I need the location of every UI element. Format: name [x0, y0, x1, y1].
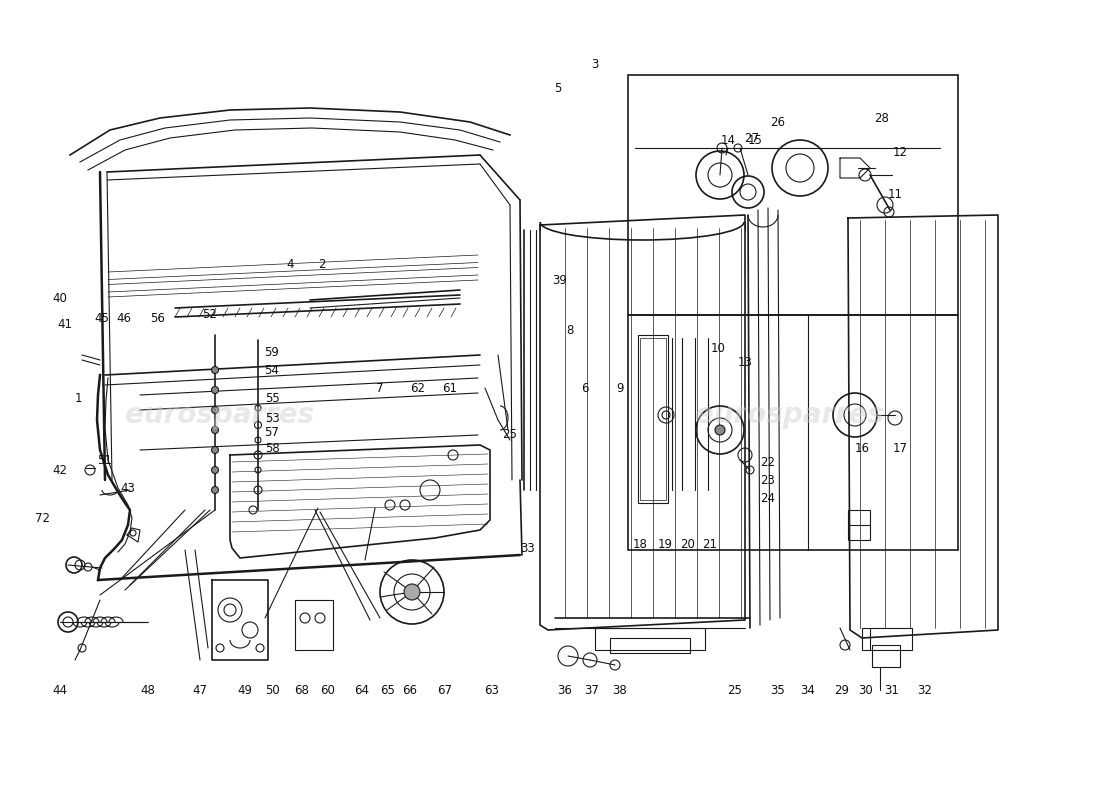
Text: 38: 38	[613, 683, 627, 697]
Text: 34: 34	[801, 683, 815, 697]
Text: 55: 55	[265, 391, 279, 405]
Text: 17: 17	[892, 442, 907, 454]
Text: 28: 28	[874, 111, 890, 125]
Text: 7: 7	[376, 382, 384, 394]
Text: 67: 67	[438, 683, 452, 697]
Text: 41: 41	[57, 318, 73, 331]
Circle shape	[211, 426, 219, 434]
Text: 58: 58	[265, 442, 279, 454]
Text: 27: 27	[745, 131, 759, 145]
Text: 14: 14	[720, 134, 736, 146]
Text: 72: 72	[34, 511, 50, 525]
Bar	[628, 315, 958, 550]
Text: 2: 2	[318, 258, 326, 271]
Text: 25: 25	[503, 429, 517, 442]
Text: 31: 31	[884, 683, 900, 697]
Text: 63: 63	[485, 683, 499, 697]
Text: 11: 11	[888, 189, 902, 202]
Text: 18: 18	[632, 538, 648, 551]
Text: eurosparres: eurosparres	[125, 401, 315, 429]
Text: 57: 57	[265, 426, 279, 438]
Text: 60: 60	[320, 683, 336, 697]
Text: 32: 32	[917, 683, 933, 697]
Text: 68: 68	[295, 683, 309, 697]
Circle shape	[715, 425, 725, 435]
Circle shape	[211, 446, 219, 454]
Text: 42: 42	[53, 463, 67, 477]
Bar	[610, 638, 690, 653]
Text: 52: 52	[202, 309, 218, 322]
Text: 8: 8	[566, 323, 574, 337]
Text: eurosparres: eurosparres	[695, 401, 884, 429]
Text: 16: 16	[855, 442, 869, 454]
Text: 29: 29	[835, 683, 849, 697]
Text: 43: 43	[121, 482, 135, 494]
Text: 22: 22	[760, 455, 775, 469]
Text: 9: 9	[616, 382, 624, 394]
Text: 4: 4	[286, 258, 294, 271]
Text: 23: 23	[760, 474, 775, 486]
Text: 12: 12	[892, 146, 907, 158]
Text: 26: 26	[770, 115, 785, 129]
Bar	[295, 600, 333, 650]
Circle shape	[211, 386, 219, 394]
Text: 20: 20	[681, 538, 695, 551]
Text: 64: 64	[354, 683, 370, 697]
Text: 10: 10	[711, 342, 725, 354]
Text: 65: 65	[381, 683, 395, 697]
Text: 48: 48	[141, 683, 155, 697]
Circle shape	[211, 466, 219, 474]
Text: 51: 51	[98, 454, 112, 466]
Circle shape	[211, 366, 219, 374]
Text: 39: 39	[552, 274, 568, 286]
Text: 37: 37	[584, 683, 600, 697]
Text: 21: 21	[703, 538, 717, 551]
Text: 62: 62	[410, 382, 426, 394]
Text: 59: 59	[265, 346, 279, 358]
Text: 61: 61	[442, 382, 458, 394]
Text: 56: 56	[151, 311, 165, 325]
Text: 46: 46	[117, 311, 132, 325]
Text: 5: 5	[554, 82, 562, 94]
Text: 40: 40	[53, 291, 67, 305]
Circle shape	[404, 584, 420, 600]
Text: 19: 19	[658, 538, 672, 551]
Bar	[638, 335, 668, 503]
Text: 47: 47	[192, 683, 208, 697]
Text: 54: 54	[265, 363, 279, 377]
Text: 35: 35	[771, 683, 785, 697]
Text: 45: 45	[95, 311, 109, 325]
Text: 24: 24	[760, 491, 775, 505]
Text: 3: 3	[592, 58, 598, 71]
Text: 66: 66	[403, 683, 418, 697]
Text: 44: 44	[53, 683, 67, 697]
Circle shape	[211, 486, 219, 494]
Bar	[872, 645, 900, 667]
Text: 53: 53	[265, 411, 279, 425]
Bar	[640, 338, 666, 500]
Text: 50: 50	[265, 683, 279, 697]
Text: 15: 15	[748, 134, 762, 146]
Text: 13: 13	[738, 355, 752, 369]
Bar	[848, 510, 870, 540]
Text: 33: 33	[520, 542, 536, 554]
Text: 49: 49	[238, 683, 253, 697]
Text: 6: 6	[581, 382, 589, 394]
Text: 25: 25	[727, 683, 742, 697]
Bar	[628, 75, 958, 315]
Text: 36: 36	[558, 683, 572, 697]
Bar	[862, 628, 912, 650]
Bar	[595, 628, 705, 650]
Circle shape	[211, 406, 219, 414]
Text: 30: 30	[859, 683, 873, 697]
Text: 1: 1	[75, 391, 81, 405]
